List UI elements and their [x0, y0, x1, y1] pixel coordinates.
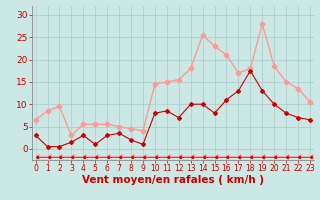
- X-axis label: Vent moyen/en rafales ( km/h ): Vent moyen/en rafales ( km/h ): [82, 175, 264, 185]
